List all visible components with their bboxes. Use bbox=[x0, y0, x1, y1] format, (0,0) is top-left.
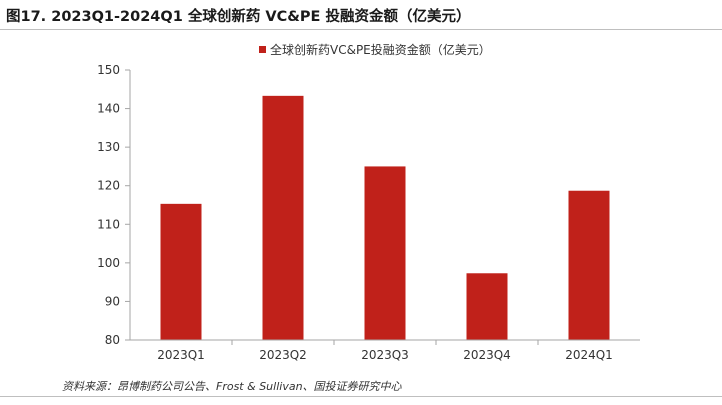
y-tick-label: 120 bbox=[97, 179, 120, 193]
x-tick-label: 2023Q2 bbox=[259, 348, 307, 362]
x-tick-label: 2023Q4 bbox=[463, 348, 511, 362]
source-note: 资料来源：昂博制药公司公告、Frost & Sullivan、国投证券研究中心 bbox=[62, 380, 402, 393]
x-tick-label: 2024Q1 bbox=[565, 348, 613, 362]
bottom-divider bbox=[0, 396, 722, 397]
y-tick-label: 80 bbox=[105, 333, 120, 347]
bar-2023Q2 bbox=[262, 95, 304, 340]
x-axis: 2023Q1 2023Q2 2023Q3 2023Q4 2024Q1 bbox=[157, 340, 613, 362]
bar-2024Q1 bbox=[568, 190, 610, 340]
bar-2023Q1 bbox=[160, 203, 202, 340]
y-tick-label: 110 bbox=[97, 217, 120, 231]
bar-2023Q4 bbox=[466, 273, 508, 340]
legend-label: 全球创新药VC&PE投融资金额（亿美元） bbox=[270, 42, 491, 57]
y-tick-label: 150 bbox=[97, 63, 120, 77]
x-tick-label: 2023Q3 bbox=[361, 348, 409, 362]
y-tick-label: 100 bbox=[97, 256, 120, 270]
x-tick-label: 2023Q1 bbox=[157, 348, 205, 362]
y-tick-label: 130 bbox=[97, 140, 120, 154]
title-divider bbox=[0, 29, 722, 30]
y-tick-label: 90 bbox=[105, 294, 120, 308]
chart-legend: 全球创新药VC&PE投融资金额（亿美元） bbox=[259, 42, 491, 57]
y-axis: 80 90 100 110 120 130 140 150 bbox=[97, 63, 131, 347]
bars bbox=[160, 95, 610, 340]
figure-title: 图17. 2023Q1-2024Q1 全球创新药 VC&PE 投融资金额（亿美元… bbox=[6, 9, 471, 25]
bar-2023Q3 bbox=[364, 166, 406, 340]
y-tick-label: 140 bbox=[97, 102, 120, 116]
legend-swatch bbox=[259, 46, 266, 53]
